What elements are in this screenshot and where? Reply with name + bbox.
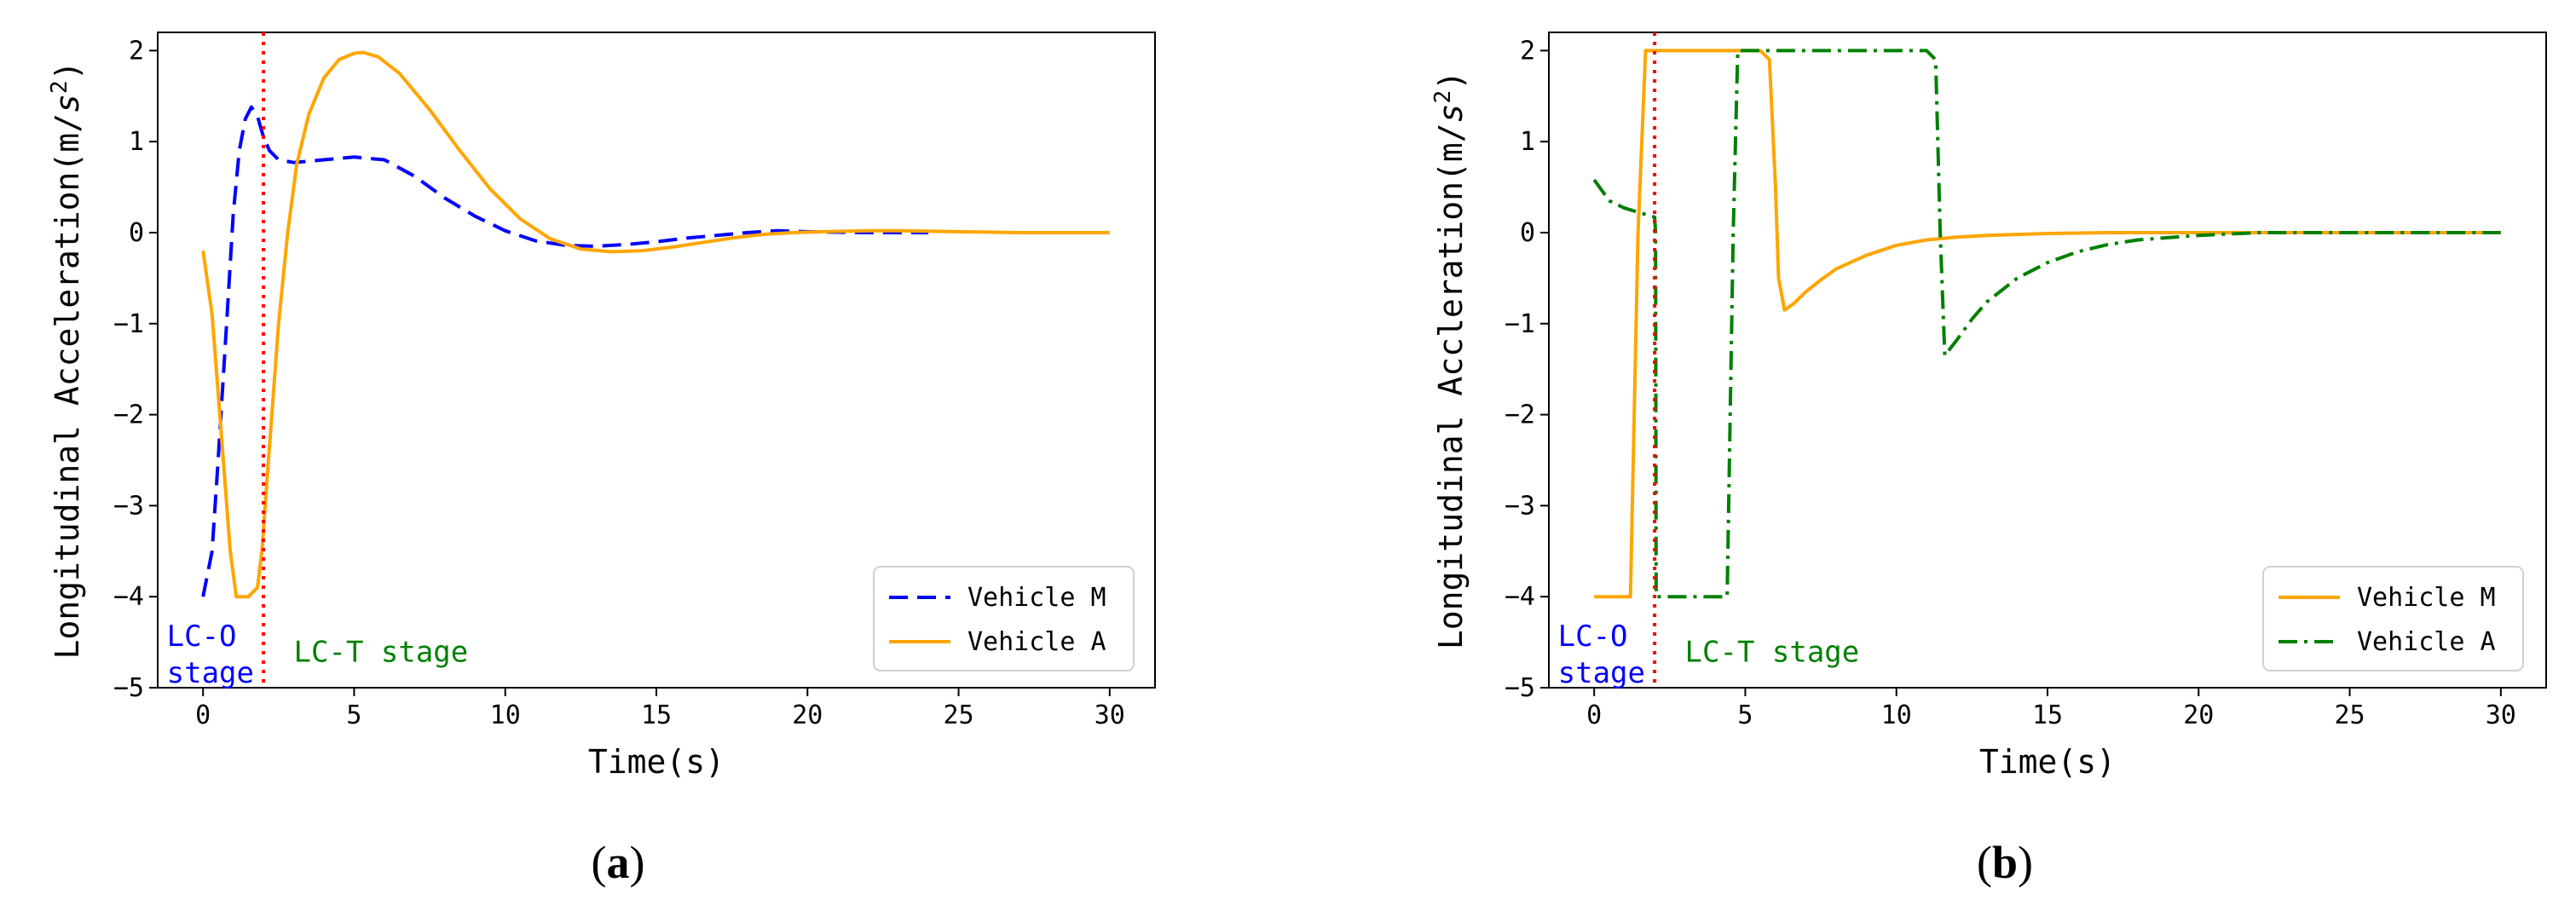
panel-caption: (b) xyxy=(1977,837,2033,888)
x-axis-label: Time(s) xyxy=(1979,743,2116,781)
panel-caption: (a) xyxy=(592,837,645,888)
y-axis-label-main: Longitudinal Accleration(m/ xyxy=(1432,123,1470,649)
x-tick-label: 5 xyxy=(346,700,361,730)
y-tick-label: −1 xyxy=(1505,309,1535,339)
x-tick-label: 5 xyxy=(1737,700,1753,730)
y-tick-label: 1 xyxy=(129,127,144,157)
y-tick-label: 0 xyxy=(1520,218,1535,248)
y-axis-label-unit: s xyxy=(49,94,86,113)
caption-open: ( xyxy=(1977,837,1992,888)
y-tick-label: −2 xyxy=(1505,401,1535,430)
x-tick-label: 0 xyxy=(1586,700,1602,730)
legend-label: Vehicle A xyxy=(967,627,1106,657)
y-tick-label: −4 xyxy=(113,582,144,612)
series-line-vehicle-a xyxy=(201,50,1110,599)
x-axis-label: Time(s) xyxy=(588,743,725,781)
y-tick-label: −5 xyxy=(113,673,144,703)
y-axis-label-end: ) xyxy=(1432,71,1470,90)
x-tick-label: 10 xyxy=(490,700,521,730)
y-axis-label-main: Longitudinal Acceleration(m/ xyxy=(49,113,86,660)
caption-close: ) xyxy=(2018,837,2033,888)
legend-label: Vehicle M xyxy=(2357,583,2496,613)
x-tick-label: 30 xyxy=(2486,700,2516,730)
caption-close: ) xyxy=(630,837,645,888)
x-tick-label: 30 xyxy=(1095,700,1125,730)
caption-letter: a xyxy=(607,837,630,888)
legend-label: Vehicle M xyxy=(967,583,1106,613)
stage-annotation: stage xyxy=(1558,656,1645,690)
legend-label: Vehicle A xyxy=(2357,627,2496,657)
stage-annotation: LC-T stage xyxy=(1685,635,1860,669)
y-tick-label: 1 xyxy=(1520,127,1535,157)
y-axis-label: Longitudinal Accleration(m/s2) xyxy=(1430,71,1470,649)
legend-box xyxy=(2262,566,2524,672)
x-tick-label: 15 xyxy=(2032,700,2063,730)
series-line-vehicle-m xyxy=(201,105,929,597)
y-tick-label: −3 xyxy=(113,491,144,521)
x-tick-label: 25 xyxy=(943,700,973,730)
y-tick-label: 2 xyxy=(1520,36,1535,66)
stage-annotation: stage xyxy=(167,656,254,690)
x-tick-label: 25 xyxy=(2334,700,2365,730)
y-axis-label-unit: s xyxy=(1432,103,1470,123)
y-axis-label-exponent: 2 xyxy=(47,80,72,94)
stage-annotation: LC-O xyxy=(167,620,237,654)
caption-letter: b xyxy=(1992,837,2018,888)
y-axis-label-end: ) xyxy=(49,61,86,80)
x-tick-label: 20 xyxy=(2183,700,2214,730)
stage-annotation: LC-T stage xyxy=(294,635,469,669)
y-tick-label: −3 xyxy=(1505,491,1535,521)
y-tick-label: −1 xyxy=(113,309,144,339)
y-tick-label: −2 xyxy=(113,401,144,430)
stage-annotation: LC-O xyxy=(1558,620,1628,654)
x-tick-label: 10 xyxy=(1881,700,1912,730)
series-line-vehicle-a xyxy=(1592,49,2501,599)
caption-open: ( xyxy=(592,837,607,888)
y-tick-label: 0 xyxy=(129,218,144,248)
x-tick-label: 20 xyxy=(792,700,823,730)
y-axis-label-exponent: 2 xyxy=(1430,90,1456,104)
y-tick-label: −4 xyxy=(1505,582,1535,612)
y-axis-label: Longitudinal Acceleration(m/s2) xyxy=(47,61,86,659)
y-tick-label: 2 xyxy=(129,36,144,66)
x-tick-label: 0 xyxy=(195,700,211,730)
chart-panel-a: 0 5 10 15 20 25 30 −5 −4 −3 −2 −1 0 1 2 Time(s) Longitud… xyxy=(47,32,1156,888)
x-tick-label: 15 xyxy=(641,700,672,730)
y-tick-label: −5 xyxy=(1505,673,1535,703)
chart-panel-b: 0 5 10 15 20 25 30 −5 −4 −3 −2 −1 0 1 2 Time(s) Longitud… xyxy=(1430,32,2547,888)
legend-box xyxy=(873,566,1135,672)
